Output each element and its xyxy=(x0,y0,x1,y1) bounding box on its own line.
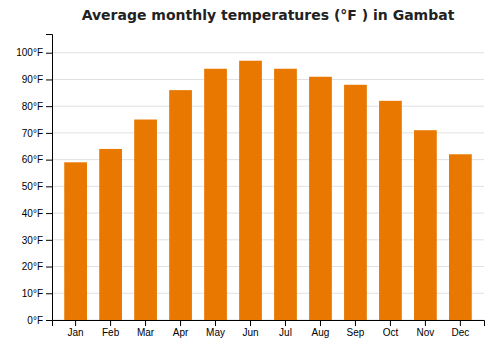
bar xyxy=(204,69,227,320)
y-tick: 0°F xyxy=(27,315,52,326)
y-tick: 70°F xyxy=(22,128,52,139)
y-tick: 100°F xyxy=(16,47,52,58)
x-tick-label: Feb xyxy=(102,327,120,338)
bars xyxy=(64,61,472,320)
x-tick-mark xyxy=(390,320,391,326)
x-tick-label: Oct xyxy=(383,327,399,338)
bar xyxy=(169,90,192,320)
y-axis: 0°F 10°F 20°F 30°F 40°F 50°F 60°F 70°F 80°F 90°F 1… xyxy=(16,35,52,326)
y-tick-mark xyxy=(46,53,52,54)
x-tick: Aug xyxy=(312,320,330,338)
title: Average monthly temperatures (°F ) in Ga… xyxy=(82,7,455,23)
x-tick-label: Dec xyxy=(451,327,469,338)
grid-line xyxy=(52,79,484,80)
y-tick-label: 90°F xyxy=(22,74,43,85)
x-tick: Dec xyxy=(451,320,469,338)
bar xyxy=(379,101,402,320)
bar xyxy=(239,61,262,320)
y-tick-label: 100°F xyxy=(16,47,43,58)
x-tick-mark xyxy=(460,320,461,326)
y-tick: 90°F xyxy=(22,74,52,85)
y-tick-label: 70°F xyxy=(22,128,43,139)
x-tick-mark xyxy=(250,320,251,326)
bar xyxy=(134,120,157,320)
y-tick-mark xyxy=(46,79,52,80)
y-tick-label: 60°F xyxy=(22,154,43,165)
x-tick-mark xyxy=(75,320,76,326)
grid xyxy=(52,53,484,320)
y-tick-label: 40°F xyxy=(22,208,43,219)
x-axis-line xyxy=(53,321,485,327)
y-tick-mark xyxy=(46,186,52,187)
y-tick: 80°F xyxy=(22,101,52,112)
x-tick-mark xyxy=(285,320,286,326)
bar xyxy=(309,77,332,320)
x-tick-label: Jan xyxy=(68,327,84,338)
y-tick-mark xyxy=(46,160,52,161)
x-tick: Feb xyxy=(102,320,120,338)
page: {"chart_data": {"type": "bar", "title": … xyxy=(0,0,500,350)
bar xyxy=(99,149,122,320)
y-tick-mark xyxy=(46,133,52,134)
y-axis-line xyxy=(46,35,53,321)
bar xyxy=(64,162,87,320)
x-axis: Jan Feb Mar Apr May Jun Jul Aug Sep Oct Nov Dec xyxy=(53,320,485,338)
bar xyxy=(344,85,367,320)
y-tick-label: 80°F xyxy=(22,101,43,112)
y-tick-mark xyxy=(46,293,52,294)
grid-line xyxy=(52,52,484,53)
y-tick-mark xyxy=(46,320,52,321)
x-tick: Apr xyxy=(173,320,189,338)
y-tick-mark xyxy=(46,240,52,241)
x-tick-label: Aug xyxy=(312,327,330,338)
y-tick-mark xyxy=(46,213,52,214)
x-tick-label: Nov xyxy=(417,327,435,338)
x-tick-mark xyxy=(320,320,321,326)
x-tick-mark xyxy=(110,320,111,326)
plot: 0°F 10°F 20°F 30°F 40°F 50°F 60°F 70°F 80°F 90°F 1… xyxy=(16,35,484,339)
grid-line xyxy=(52,106,484,107)
bar xyxy=(414,130,437,320)
y-tick: 50°F xyxy=(22,181,52,192)
y-tick-label: 30°F xyxy=(22,235,43,246)
y-tick: 10°F xyxy=(22,288,52,299)
y-tick: 20°F xyxy=(22,261,52,272)
x-tick-label: Jul xyxy=(279,327,292,338)
y-tick-label: 50°F xyxy=(22,181,43,192)
y-tick: 30°F xyxy=(22,235,52,246)
x-tick-mark xyxy=(145,320,146,326)
x-tick-label: Apr xyxy=(173,327,189,338)
bar xyxy=(274,69,297,320)
x-tick-mark xyxy=(355,320,356,326)
x-tick: Sep xyxy=(347,320,365,338)
x-tick-label: Jun xyxy=(242,327,258,338)
x-tick: Mar xyxy=(137,320,155,338)
x-tick-label: Mar xyxy=(137,327,155,338)
x-tick: Jun xyxy=(242,320,258,338)
x-tick-mark xyxy=(180,320,181,326)
x-tick-mark xyxy=(425,320,426,326)
y-tick: 40°F xyxy=(22,208,52,219)
x-tick: Jan xyxy=(68,320,84,338)
y-tick: 60°F xyxy=(22,154,52,165)
y-tick-label: 20°F xyxy=(22,261,43,272)
y-tick-label: 0°F xyxy=(27,315,43,326)
bar xyxy=(449,154,472,320)
y-tick-mark xyxy=(46,267,52,268)
x-tick-label: Sep xyxy=(347,327,365,338)
y-tick-mark xyxy=(46,106,52,107)
x-tick: Jul xyxy=(279,320,292,338)
y-tick-label: 10°F xyxy=(22,288,43,299)
x-tick: Oct xyxy=(383,320,399,338)
x-tick: May xyxy=(206,320,225,338)
x-tick-mark xyxy=(215,320,216,326)
x-tick: Nov xyxy=(417,320,435,338)
chart: 0°F 10°F 20°F 30°F 40°F 50°F 60°F 70°F 80°F 90°F 1… xyxy=(0,0,500,350)
x-tick-label: May xyxy=(206,327,225,338)
